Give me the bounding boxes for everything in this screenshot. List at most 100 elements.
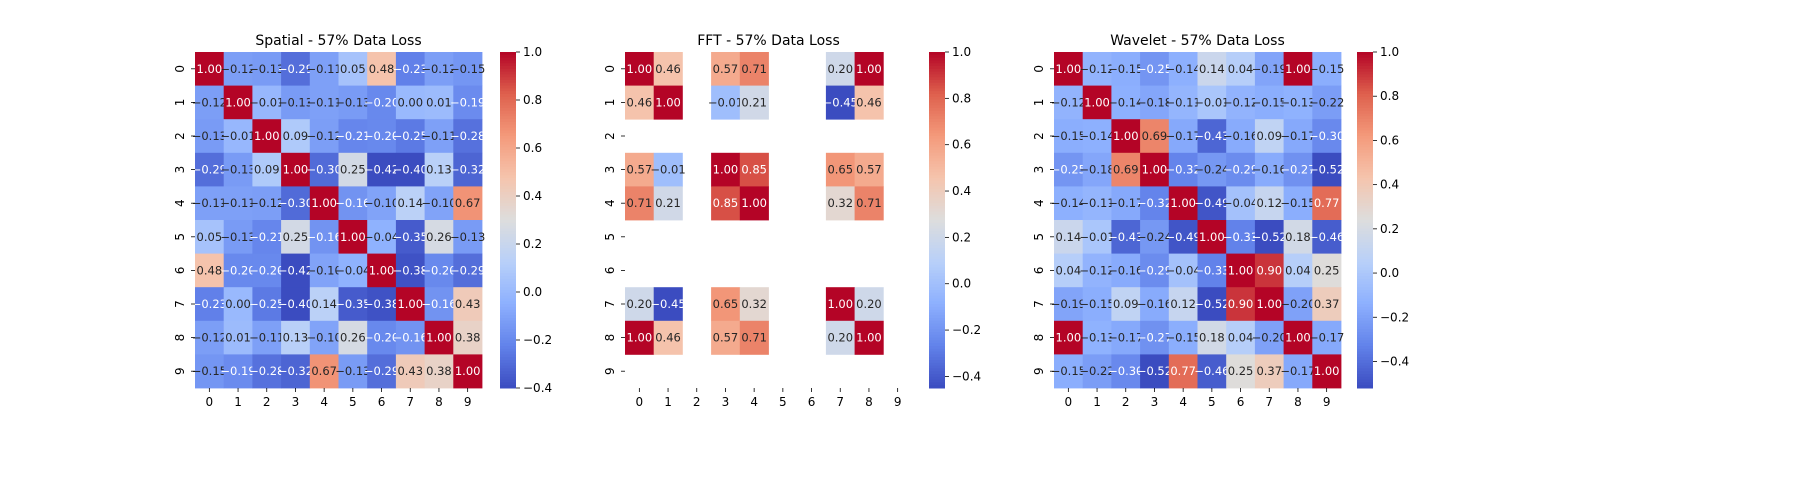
colorbar-band	[929, 54, 945, 59]
cell-value-label: −0.16	[1137, 297, 1172, 311]
y-tick-label: 4	[603, 199, 617, 207]
heatmap-cell	[367, 320, 397, 355]
cell-value-label: −0.52	[1194, 297, 1229, 311]
heatmap-cell	[424, 85, 454, 120]
colorbar-band	[500, 124, 516, 129]
colorbar-tick-label: 0.6	[952, 138, 971, 152]
chart-title: Spatial - 57% Data Loss	[255, 33, 421, 49]
colorbar-band	[929, 169, 945, 173]
heatmap-cell	[195, 320, 225, 355]
colorbar-band	[500, 91, 516, 95]
cell-value-label: 0.09	[254, 163, 280, 177]
cell-value-label: 1.00	[1285, 331, 1311, 345]
y-tick-label: 7	[173, 300, 187, 308]
colorbar-band	[929, 91, 945, 95]
cell-value-label: 0.46	[627, 95, 653, 109]
colorbar-band	[500, 379, 516, 383]
colorbar-band	[500, 312, 516, 316]
heatmap-cell	[223, 152, 253, 187]
heatmap-cell	[1168, 287, 1198, 322]
colorbar-band	[929, 150, 945, 154]
heatmap-cell	[195, 52, 225, 86]
colorbar-band	[1357, 127, 1373, 131]
heatmap-cell	[252, 354, 282, 389]
colorbar-band	[929, 113, 945, 117]
x-tick-label: 5	[779, 395, 787, 409]
cell-value-label: −0.30	[278, 196, 313, 210]
colorbar-band	[500, 80, 516, 84]
colorbar: −0.4 −0.2 0.0 0.2 0.4 0.6 0.8 1.0	[500, 45, 552, 395]
cell-value-label: 0.38	[426, 364, 452, 378]
colorbar-band	[500, 82, 516, 87]
heatmap-cell	[1140, 85, 1170, 120]
colorbar-band	[500, 208, 516, 213]
colorbar-band	[500, 351, 516, 355]
colorbar-band	[1357, 141, 1373, 145]
cell-value-label: 0.14	[1199, 62, 1225, 76]
cell-value-label: −0.29	[1223, 163, 1258, 177]
heatmap-cell	[395, 354, 425, 389]
heatmap-cell	[1254, 287, 1284, 322]
colorbar-band	[929, 239, 945, 243]
colorbar-band	[500, 346, 516, 350]
cell-value-label: −0.52	[1309, 163, 1344, 177]
heatmap-cell	[252, 253, 282, 288]
colorbar-band	[929, 206, 945, 210]
cell-value-label: −0.01	[1194, 95, 1229, 109]
cell-value-label: −0.17	[1280, 364, 1315, 378]
heatmap-cell	[195, 354, 225, 389]
colorbar-band	[929, 130, 945, 134]
colorbar-band	[929, 220, 945, 224]
cell-value-label: 1.00	[225, 95, 251, 109]
heatmap-cell	[195, 186, 225, 221]
heatmap-cell	[1254, 52, 1284, 86]
colorbar-band	[1357, 211, 1373, 215]
x-tick-label: 9	[464, 395, 472, 409]
colorbar-band	[1357, 362, 1373, 367]
colorbar-band	[500, 164, 516, 168]
cell-value-label: −0.46	[1309, 230, 1344, 244]
y-tick-label: 9	[173, 367, 187, 375]
colorbar-band	[929, 105, 945, 109]
colorbar-band	[500, 250, 516, 255]
y-tick-label: 5	[603, 233, 617, 241]
cell-value-label: −0.14	[1051, 196, 1086, 210]
cell-value-label: 0.48	[369, 62, 395, 76]
colorbar-band	[500, 94, 516, 98]
colorbar-band	[929, 365, 945, 369]
cell-value-label: −0.25	[393, 129, 428, 143]
colorbar-tick-label: 0.4	[952, 184, 971, 198]
heatmap-cell	[1111, 354, 1141, 389]
cell-value-label: −0.29	[364, 364, 399, 378]
heatmap-cell	[309, 186, 339, 221]
cell-value-label: 1.00	[426, 331, 452, 345]
colorbar-band	[929, 141, 945, 145]
heatmap-cell	[338, 152, 368, 187]
colorbar-band	[929, 309, 945, 313]
heatmap-cell	[1226, 186, 1256, 221]
colorbar-band	[929, 217, 945, 221]
colorbar-band	[929, 183, 945, 187]
colorbar-band	[929, 136, 945, 140]
colorbar-band	[500, 113, 516, 117]
heatmap-cell	[223, 119, 253, 154]
y-tick-label: 3	[173, 166, 187, 174]
x-tick-label: 7	[406, 395, 414, 409]
cell-value-label: 0.04	[1228, 62, 1254, 76]
cell-value-label: 0.12	[1170, 297, 1196, 311]
colorbar-band	[1357, 88, 1373, 92]
heatmap-cell	[1140, 52, 1170, 86]
heatmap-cell	[1168, 186, 1198, 221]
colorbar-band	[1357, 385, 1373, 389]
colorbar-band	[500, 138, 516, 143]
heatmap-cell	[1111, 220, 1141, 254]
heatmap-cell	[281, 354, 311, 389]
colorbar-band	[929, 248, 945, 252]
x-tick-label: 8	[435, 395, 443, 409]
colorbar-tick-label: 0.4	[1380, 178, 1399, 192]
cell-value-label: −0.30	[307, 163, 342, 177]
cell-value-label: 0.25	[340, 163, 366, 177]
colorbar-band	[929, 208, 945, 213]
colorbar-band	[1357, 309, 1373, 313]
